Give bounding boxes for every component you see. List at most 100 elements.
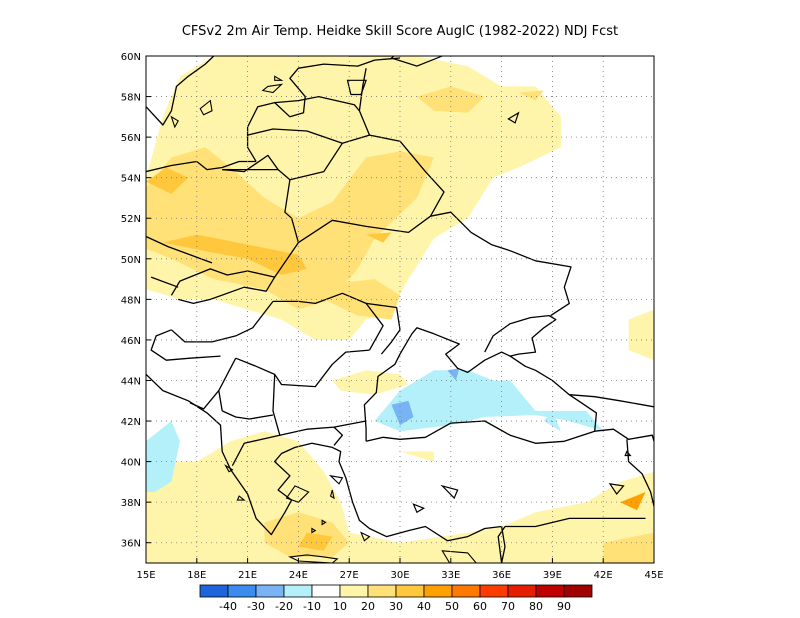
lat-tick-label: 48N <box>121 295 141 306</box>
island-outline <box>285 485 310 503</box>
country-border <box>298 211 572 317</box>
island-outline <box>199 99 213 116</box>
country-border <box>626 439 654 507</box>
colorbar-swatch <box>283 584 313 598</box>
lon-tick-label: 15E <box>136 570 155 581</box>
colorbar-label: 80 <box>529 600 543 613</box>
colorbar-label: -30 <box>247 600 265 613</box>
island-outline <box>311 527 317 534</box>
island-outline <box>224 464 234 473</box>
country-border <box>170 168 300 296</box>
skill-field-neg10 <box>146 421 180 492</box>
colorbar-swatch <box>479 584 509 598</box>
skill-field-10 <box>400 451 434 462</box>
island-outline <box>360 531 371 542</box>
coastline <box>363 327 598 444</box>
country-border <box>170 301 274 343</box>
colorbar-swatch <box>311 584 341 598</box>
colorbar-swatch <box>255 584 285 598</box>
lat-tick-label: 46N <box>121 336 141 347</box>
lon-tick-label: 27E <box>340 570 359 581</box>
lat-tick-label: 40N <box>121 458 141 469</box>
island-outline <box>328 474 344 485</box>
lon-tick-label: 45E <box>644 570 663 581</box>
lon-tick-label: 39E <box>543 570 562 581</box>
country-border <box>235 349 370 388</box>
plot-area <box>145 55 655 564</box>
colorbar-swatch <box>227 584 257 598</box>
figure-title: CFSv2 2m Air Temp. Heidke Skill Score Au… <box>182 24 618 39</box>
longitude-axis: 15E 18E 21E 24E 27E 30E 33E 36E 39E 42E 45E <box>136 558 664 581</box>
coastline <box>146 160 257 173</box>
country-border <box>150 329 221 361</box>
colorbar-swatch <box>535 584 565 598</box>
country-border <box>289 134 445 217</box>
country-border <box>274 95 371 136</box>
country-border <box>221 410 274 420</box>
lake-outline <box>507 111 520 124</box>
skill-field-30 <box>366 232 392 243</box>
colorbar-label: 50 <box>445 600 459 613</box>
lon-tick-label: 36E <box>492 570 511 581</box>
lat-tick-label: 44N <box>121 376 141 387</box>
skill-field-20 <box>146 147 434 310</box>
skill-field-30 <box>298 532 333 551</box>
colorbar-label: 60 <box>473 600 487 613</box>
island-outline <box>441 550 477 563</box>
country-border <box>247 128 343 144</box>
skill-field-20 <box>518 90 544 101</box>
country-border <box>146 235 213 264</box>
island-outline <box>170 115 179 129</box>
colorbar-label: 20 <box>361 600 375 613</box>
colorbar-label: -40 <box>219 600 237 613</box>
skill-field-30 <box>146 167 189 194</box>
island-outline <box>274 75 284 81</box>
country-border <box>279 420 367 436</box>
colorbar-label: -10 <box>303 600 321 613</box>
coastline <box>146 56 215 126</box>
country-border <box>594 428 654 442</box>
island-outline <box>236 495 246 501</box>
country-border <box>333 426 344 446</box>
colorbar-label: -20 <box>275 600 293 613</box>
colorbar-swatch <box>423 584 453 598</box>
country-border <box>358 68 367 111</box>
skill-field-20 <box>603 532 654 563</box>
colorbar-label: 30 <box>389 600 403 613</box>
latitude-axis: 36N 38N 40N 42N 44N 46N 48N 50N 52N 54N 56N 58N 60N <box>121 52 151 550</box>
skill-field-10 <box>628 309 654 361</box>
coastline <box>246 57 401 162</box>
country-border <box>178 276 276 305</box>
lon-tick-label: 24E <box>289 570 308 581</box>
skill-field-40 <box>620 492 646 511</box>
lake-outline <box>412 503 426 514</box>
country-border <box>189 390 220 410</box>
colorbar-swatch <box>507 584 537 598</box>
skill-field-neg20 <box>447 368 460 381</box>
lake-outline <box>440 484 459 500</box>
country-border <box>497 526 506 563</box>
lon-tick-label: 30E <box>390 570 409 581</box>
skill-field-30 <box>162 234 307 275</box>
coastline <box>146 373 506 563</box>
lat-tick-label: 54N <box>121 174 141 185</box>
lake-outline <box>608 483 625 496</box>
lon-tick-label: 21E <box>238 570 257 581</box>
lat-tick-label: 50N <box>121 255 141 266</box>
country-border <box>150 276 179 288</box>
skill-field-neg20 <box>391 400 414 426</box>
island-outline <box>321 519 327 526</box>
lat-tick-label: 38N <box>121 498 141 509</box>
colorbar-swatch <box>199 584 229 598</box>
colorbar-swatch <box>339 584 369 598</box>
lat-tick-label: 60N <box>121 52 141 63</box>
colorbar-label: 10 <box>333 600 347 613</box>
lat-tick-label: 42N <box>121 417 141 428</box>
lat-tick-label: 36N <box>121 539 141 550</box>
lat-tick-label: 56N <box>121 133 141 144</box>
country-border <box>505 517 646 528</box>
lake-outline <box>390 56 444 67</box>
coastlines <box>146 56 598 563</box>
lon-tick-label: 42E <box>594 570 613 581</box>
